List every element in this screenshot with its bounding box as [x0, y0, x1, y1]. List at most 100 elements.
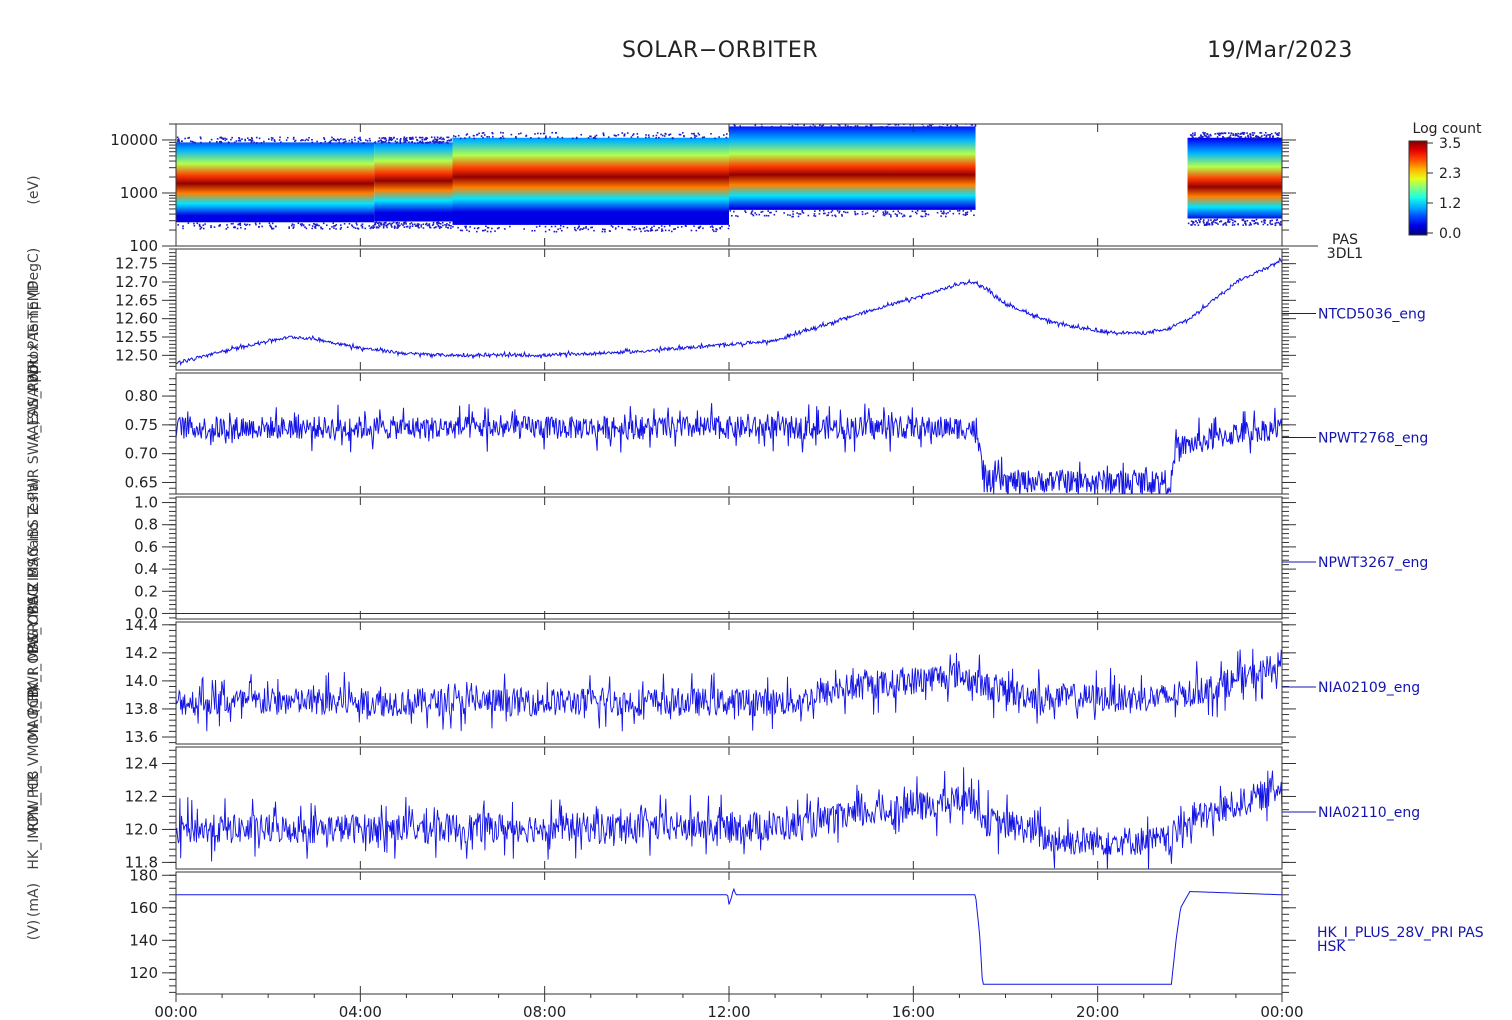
spectrogram-speckle [368, 225, 371, 227]
spectrogram-speckle [450, 139, 452, 142]
spectrogram-speckle [466, 133, 469, 135]
spectrogram-speckle [1253, 220, 1255, 222]
spectrogram-speckle [1236, 134, 1238, 137]
spectrogram-speckle [400, 223, 403, 225]
spectrogram-speckle [1225, 137, 1228, 140]
y-tick-label: 12.4 [125, 754, 158, 772]
spectrogram-speckle [685, 225, 687, 227]
spectrogram-speckle [631, 226, 634, 228]
panel-frame [175, 248, 1283, 371]
spectrogram-speckle [1205, 135, 1207, 137]
spectrogram-speckle [193, 224, 196, 227]
spectrogram-speckle [915, 212, 918, 215]
spectrogram-speckle [1249, 222, 1251, 224]
spectrogram-speckle [338, 141, 341, 144]
spectrogram-speckle [301, 139, 303, 141]
spectrogram-speckle [391, 226, 393, 228]
spectrogram-speckle [442, 224, 444, 227]
spectrogram-speckle [411, 223, 414, 226]
y-tick-label: 0.65 [125, 473, 158, 491]
spectrogram-speckle [840, 213, 843, 216]
spectrogram-speckle [515, 137, 517, 139]
spectrogram-speckle [815, 122, 817, 124]
spectrogram-speckle [525, 134, 528, 137]
spectrogram-speckle [409, 138, 411, 140]
spectrogram-speckle [1264, 131, 1267, 134]
spectrogram-speckle [241, 138, 243, 140]
spectrogram-speckle [615, 135, 617, 137]
spectrogram-speckle [509, 225, 511, 228]
spectrogram-speckle [481, 229, 484, 232]
spectrogram-speckle [233, 141, 236, 144]
spectrogram-speckle [698, 226, 701, 229]
x-tick-label: 12:00 [707, 1003, 750, 1020]
spectrogram-speckle [903, 124, 905, 126]
spectrogram-speckle [1228, 132, 1230, 134]
spectrogram-speckle [592, 137, 595, 139]
spectrogram-speckle [377, 140, 380, 143]
spectrogram-speckle [590, 135, 592, 138]
spectrogram-speckle [403, 141, 406, 143]
spectrogram-speckle [416, 223, 419, 225]
spectrogram-speckle [249, 138, 252, 141]
y-axis-title: (eV) [26, 175, 42, 204]
spectrogram-speckle [735, 215, 737, 217]
spectrogram-speckle [272, 227, 275, 230]
spectrogram-speckle [200, 141, 202, 144]
spectrogram-speckle [311, 138, 313, 141]
spectrogram-speckle [178, 139, 180, 142]
spectrogram-speckle [466, 229, 468, 231]
spectrogram-speckle [322, 222, 325, 225]
spectrogram-speckle [826, 214, 828, 217]
spectrogram-speckle [476, 227, 479, 230]
spectrogram-speckle [271, 222, 274, 225]
spectrogram-speckle [755, 213, 758, 216]
spectrogram-speckle [1194, 137, 1197, 140]
spectrogram-speckle [813, 214, 815, 217]
y-tick-label: 12.65 [115, 291, 158, 309]
spectrogram-speckle [601, 230, 604, 233]
colorbar-tick-label: 0.0 [1439, 226, 1461, 242]
spectrogram-speckle [321, 227, 324, 230]
spectrogram-speckle [189, 140, 192, 143]
spectrogram-speckle [286, 136, 289, 139]
spectrogram-speckle [316, 140, 318, 143]
spectrogram-speckle [338, 139, 340, 141]
spectrogram-speckle [375, 221, 378, 224]
spectrogram-speckle [464, 137, 466, 139]
spectrogram-speckle [1244, 220, 1246, 223]
spectrogram-speckle [1227, 221, 1229, 223]
spectrogram-speckle [196, 222, 199, 225]
spectrogram-speckle [420, 225, 423, 228]
spectrogram-speckle [750, 211, 753, 213]
spectrogram-speckle [1280, 223, 1282, 226]
spectrogram-speckle [796, 124, 799, 126]
spectrogram-speckle [226, 224, 228, 226]
spectrogram-speckle [351, 140, 353, 143]
spectrogram-speckle [1193, 221, 1195, 224]
spectrogram-speckle [1208, 137, 1210, 140]
spectrogram-speckle [248, 223, 251, 226]
spectrogram-speckle [903, 215, 906, 217]
spectrogram-speckle [468, 230, 471, 233]
spectrogram-speckle [872, 210, 875, 212]
spectrogram-speckle [368, 137, 371, 140]
spectrogram-speckle [882, 212, 885, 215]
spectrogram-speckle [278, 139, 281, 141]
spectrogram-speckle [403, 136, 406, 139]
spectrogram-speckle [431, 140, 434, 143]
spectrogram-speckle [389, 222, 391, 225]
spectrogram-speckle [670, 230, 673, 233]
y-tick-label: 13.8 [125, 700, 158, 718]
spectrogram-speckle [539, 132, 542, 135]
spectrogram-speckle [404, 137, 407, 140]
spectrogram-speckle [1276, 132, 1279, 135]
spectrogram-speckle [544, 225, 547, 228]
spectrogram-speckle [827, 214, 830, 216]
spectrogram-speckle [361, 223, 364, 226]
spectrogram-speckle [210, 138, 213, 141]
spectrogram-speckle [655, 134, 658, 137]
spectrogram-speckle [537, 132, 539, 135]
spectrogram-speckle [269, 224, 271, 227]
spectrogram-speckle [758, 213, 761, 216]
